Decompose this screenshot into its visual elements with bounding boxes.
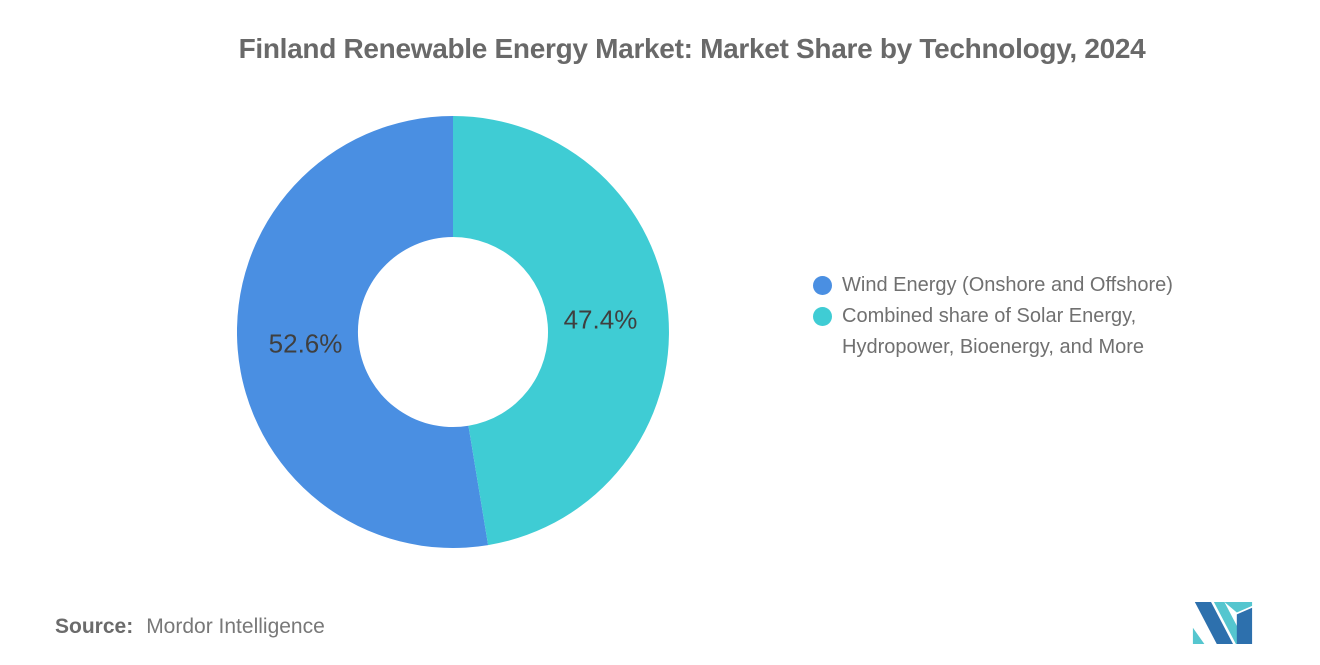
source-line: Source: Mordor Intelligence — [55, 615, 325, 639]
legend-item-label: Wind Energy (Onshore and Offshore) — [842, 274, 1173, 296]
source-label: Source: — [55, 615, 134, 638]
chart-title: Finland Renewable Energy Market: Market … — [238, 33, 1146, 64]
legend-swatch-wind-icon — [813, 276, 832, 295]
donut-chart: 52.6% 47.4% — [237, 116, 669, 548]
legend-item-combined[interactable]: Combined share of Solar Energy, Hydropow… — [813, 301, 1233, 363]
legend-swatch-combined-icon — [813, 307, 832, 326]
pie-slice-combined[interactable] — [453, 116, 669, 546]
donut-chart-svg — [237, 116, 669, 548]
mordor-intelligence-logo — [1192, 602, 1253, 644]
legend-item-wind[interactable]: Wind Energy (Onshore and Offshore) — [813, 270, 1233, 301]
legend: Wind Energy (Onshore and Offshore) Combi… — [813, 270, 1233, 363]
slice-label-wind: 52.6% — [268, 328, 343, 359]
pie-slice-wind[interactable] — [237, 116, 489, 548]
legend-item-label: Combined share of Solar Energy, Hydropow… — [842, 305, 1145, 358]
slice-label-combined: 47.4% — [563, 304, 638, 335]
source-value: Mordor Intelligence — [146, 615, 325, 638]
